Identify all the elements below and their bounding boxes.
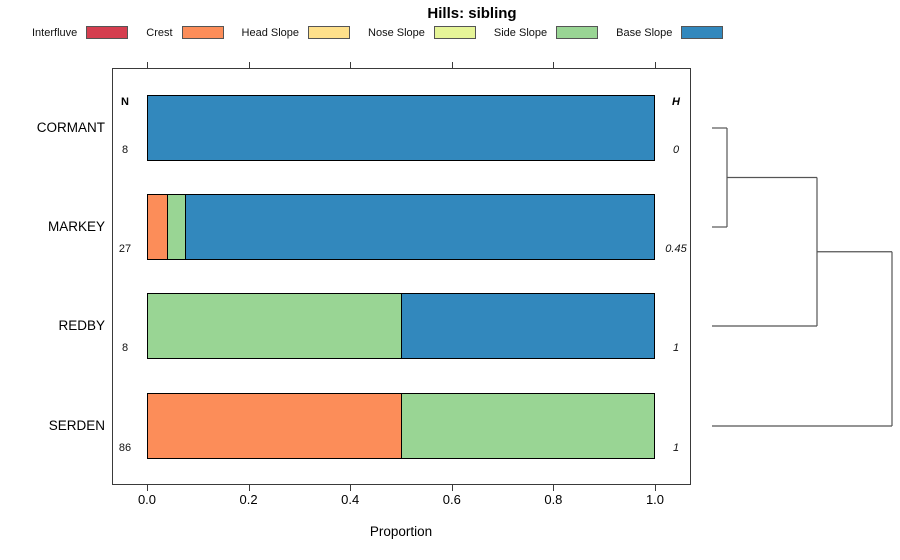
legend-label: Base Slope <box>616 26 673 39</box>
legend-item-interfluve: Interfluve <box>32 26 129 39</box>
n-value-serden: 86 <box>118 442 132 454</box>
axis-tick-top <box>655 62 656 68</box>
h-value-markey: 0.45 <box>665 243 687 255</box>
axis-tick-bottom <box>553 485 555 491</box>
axis-tick-top <box>350 62 352 68</box>
legend-swatch-icon <box>681 26 724 39</box>
axis-tick-top <box>451 62 453 68</box>
legend-label: Head Slope <box>241 26 300 39</box>
row-label-cormant: CORMANT <box>36 120 105 135</box>
legend-item-base-slope: Base Slope <box>616 26 724 39</box>
stacked-bar-cormant <box>147 95 655 161</box>
axis-tick-bottom <box>147 485 148 491</box>
axis-tick-label: 0.6 <box>442 492 461 507</box>
legend-label: Side Slope <box>493 26 548 39</box>
n-column-header: N <box>121 96 129 108</box>
legend-item-nose-slope: Nose Slope <box>368 26 476 39</box>
axis-tick-bottom <box>451 485 453 491</box>
n-value-markey: 27 <box>118 243 132 255</box>
h-column-header: H <box>672 96 680 108</box>
stacked-bar-redby <box>147 293 655 359</box>
legend-swatch-icon <box>181 26 224 39</box>
axis-tick-top <box>553 62 555 68</box>
stacked-bar-markey <box>147 194 655 260</box>
legend-swatch-icon <box>556 26 599 39</box>
row-label-markey: MARKEY <box>47 219 105 234</box>
axis-tick-label: 1.0 <box>645 492 665 507</box>
axis-tick-bottom <box>350 485 352 491</box>
legend-item-side-slope: Side Slope <box>493 26 599 39</box>
legend-swatch-icon <box>86 26 129 39</box>
legend-item-head-slope: Head Slope <box>242 26 351 39</box>
bar-segment-side-slope <box>148 294 401 358</box>
bar-segment-crest <box>148 195 167 259</box>
axis-tick-label: 0.2 <box>239 492 258 507</box>
stacked-bar-serden <box>147 393 655 459</box>
bar-segment-base-slope <box>401 294 654 358</box>
chart-title: Hills: sibling <box>427 5 517 22</box>
legend-label: Crest <box>146 26 173 39</box>
bar-segment-base-slope <box>185 195 654 259</box>
n-value-redby: 8 <box>121 342 129 354</box>
n-value-cormant: 8 <box>121 144 129 156</box>
legend-swatch-icon <box>433 26 476 39</box>
row-label-serden: SERDEN <box>48 418 105 433</box>
legend: Interfluve Crest Head Slope Nose Slope Side … <box>32 26 724 39</box>
row-label-redby: REDBY <box>58 318 105 333</box>
axis-tick-label: 0.0 <box>137 492 157 507</box>
legend-item-crest: Crest <box>146 26 224 39</box>
x-axis-label: Proportion <box>369 524 433 539</box>
axis-tick-label: 0.4 <box>341 492 360 507</box>
axis-tick-top <box>147 62 148 68</box>
axis-tick-bottom <box>248 485 250 491</box>
h-value-redby: 1 <box>672 342 680 354</box>
h-value-serden: 1 <box>672 442 680 454</box>
axis-tick-top <box>248 62 250 68</box>
axis-tick-bottom <box>655 485 656 491</box>
bar-segment-side-slope <box>166 195 186 259</box>
h-value-cormant: 0 <box>672 144 680 156</box>
bar-segment-side-slope <box>401 394 654 458</box>
legend-label: Nose Slope <box>368 26 425 39</box>
bar-segment-crest <box>148 394 401 458</box>
axis-tick-label: 0.8 <box>544 492 563 507</box>
legend-label: Interfluve <box>32 26 78 39</box>
legend-swatch-icon <box>308 26 351 39</box>
bar-segment-base-slope <box>148 96 654 160</box>
